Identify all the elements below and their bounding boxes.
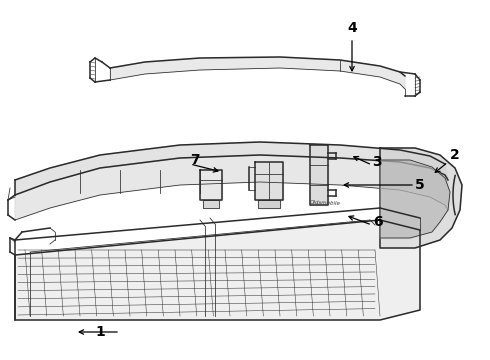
Polygon shape <box>255 162 283 200</box>
Text: Oldsmobile: Oldsmobile <box>310 200 341 206</box>
Polygon shape <box>200 170 222 200</box>
Polygon shape <box>310 145 328 205</box>
Polygon shape <box>203 200 219 208</box>
Text: 7: 7 <box>190 153 200 167</box>
Polygon shape <box>258 200 280 208</box>
Text: 3: 3 <box>372 155 382 169</box>
Polygon shape <box>15 220 420 320</box>
Polygon shape <box>15 142 448 195</box>
Text: 1: 1 <box>95 325 105 339</box>
Text: 6: 6 <box>373 215 383 229</box>
Text: 2: 2 <box>450 148 460 162</box>
Polygon shape <box>15 155 448 220</box>
Polygon shape <box>110 57 405 89</box>
Text: 4: 4 <box>347 21 357 35</box>
Polygon shape <box>380 160 450 238</box>
Polygon shape <box>380 148 462 248</box>
Text: 5: 5 <box>415 178 425 192</box>
